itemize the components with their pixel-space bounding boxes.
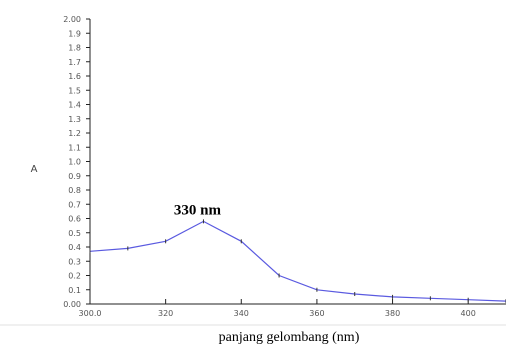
- y-tick-label: 2.00: [63, 15, 81, 24]
- y-tick-label: 1.9: [68, 29, 81, 38]
- x-tick-label: 360: [309, 309, 324, 318]
- y-tick-label: 1.6: [68, 72, 81, 81]
- x-tick-label: 340: [234, 309, 249, 318]
- x-tick-label: 300.0: [79, 309, 102, 318]
- y-tick-label: 0.6: [68, 215, 81, 224]
- y-tick-label: 1.8: [68, 44, 81, 53]
- y-tick-label: 0.1: [68, 286, 81, 295]
- y-tick-label: 1.2: [68, 129, 81, 138]
- data-point-markers: [89, 219, 506, 304]
- y-tick-label: 0.7: [68, 200, 81, 209]
- y-tick-label: 1.4: [68, 101, 81, 110]
- y-tick-label: 0.4: [68, 243, 81, 252]
- x-tick-label: 400: [461, 309, 476, 318]
- x-tick-label: 380: [385, 309, 400, 318]
- y-axis-label: A: [31, 164, 38, 175]
- y-tick-label: 0.3: [68, 257, 81, 266]
- y-tick-label: 1.3: [68, 115, 81, 124]
- y-tick-label: 1.1: [68, 143, 81, 152]
- y-tick-label: 0.2: [68, 272, 81, 281]
- y-tick-label: 1.0: [68, 158, 81, 167]
- y-tick-label: 1.7: [68, 58, 81, 67]
- x-axis-label: panjang gelombang (nm): [219, 330, 360, 345]
- spectrum-line: [89, 220, 506, 302]
- x-tick-label: 320: [158, 309, 173, 318]
- x-axis-ticks: 300.0 320 340 360 380 400: [79, 299, 476, 318]
- y-tick-label: 1.5: [68, 86, 81, 95]
- y-tick-label: 0.00: [63, 300, 81, 309]
- y-tick-label: 0.5: [68, 229, 81, 238]
- y-tick-label: 0.8: [68, 186, 81, 195]
- y-tick-label: 0.9: [68, 172, 81, 181]
- peak-annotation: 330 nm: [174, 202, 222, 218]
- y-axis-ticks: 0.00 0.1 0.2 0.3 0.4 0.5 0.6 0.7 0.8 0.9 1.0 1.1 1.2…: [63, 15, 90, 309]
